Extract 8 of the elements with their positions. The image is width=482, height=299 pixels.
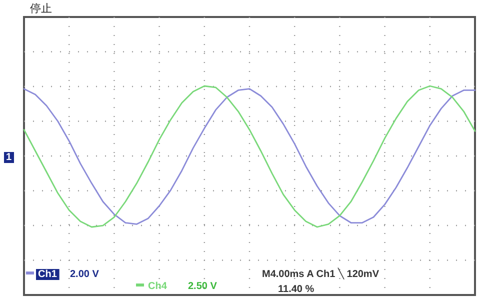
legend-label: Ch1 bbox=[38, 269, 58, 280]
text: 2.00 V bbox=[70, 269, 100, 280]
text: M4.00ms A Ch1 ╲ 120mV bbox=[262, 267, 380, 280]
legend-label: Ch4 bbox=[148, 281, 168, 292]
text: 1 bbox=[6, 152, 12, 163]
text: 2.50 V bbox=[188, 281, 218, 292]
chart-title: 停止 bbox=[30, 2, 52, 15]
text: 11.40 % bbox=[278, 284, 314, 295]
